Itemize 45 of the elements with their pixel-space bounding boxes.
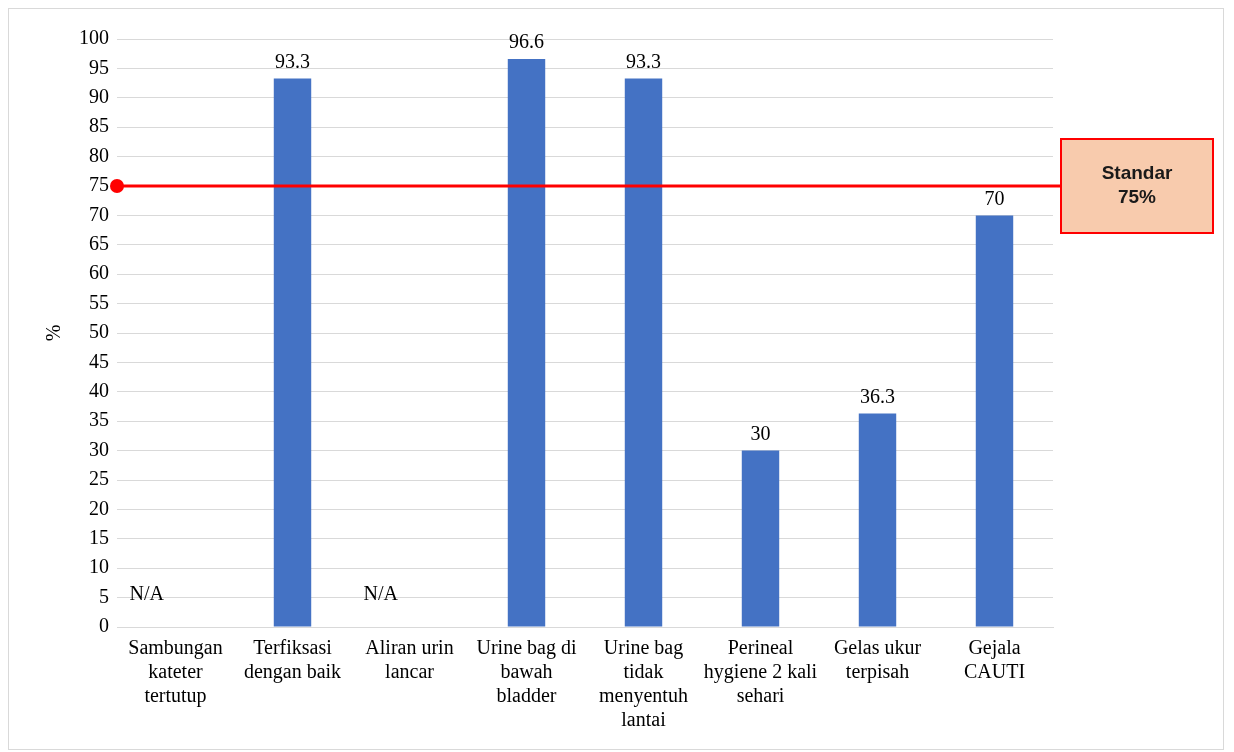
data-label: 30 xyxy=(750,421,771,444)
y-tick-label: 85 xyxy=(89,114,109,137)
bar xyxy=(858,413,897,627)
y-tick-label: 70 xyxy=(89,202,109,225)
y-tick-label: 55 xyxy=(89,290,109,313)
y-tick-label: 25 xyxy=(89,467,109,490)
y-tick-label: 0 xyxy=(99,614,109,637)
x-tick-label: Perineal hygiene 2 kali sehari xyxy=(703,636,818,707)
bar xyxy=(507,58,546,627)
x-tick-label: Urine bag tidak menyentuh lantai xyxy=(599,636,688,731)
y-tick-label: 40 xyxy=(89,379,109,402)
data-label: 70 xyxy=(984,186,1005,209)
y-tick-label: 30 xyxy=(89,437,109,460)
bar xyxy=(624,78,663,627)
data-label: 36.3 xyxy=(860,384,895,407)
y-tick-label: 75 xyxy=(89,173,109,196)
y-tick-label: 45 xyxy=(89,349,109,372)
y-tick-label: 35 xyxy=(89,408,109,431)
y-tick-label: 60 xyxy=(89,261,109,284)
y-tick-label: 15 xyxy=(89,526,109,549)
data-label: 96.6 xyxy=(509,30,544,53)
y-tick-label: 90 xyxy=(89,85,109,108)
y-tick-label: 80 xyxy=(89,143,109,166)
data-label: 93.3 xyxy=(626,49,661,72)
y-tick-label: 5 xyxy=(99,584,109,607)
y-tick-label: 20 xyxy=(89,496,109,519)
y-tick-label: 10 xyxy=(89,555,109,578)
x-tick-label: Aliran urin lancar xyxy=(365,636,454,683)
y-tick-label: 65 xyxy=(89,232,109,255)
y-axis-title: % xyxy=(42,324,65,342)
x-tick-label: Urine bag di bawah bladder xyxy=(476,636,577,707)
y-tick-label: 50 xyxy=(89,320,109,343)
text: N/A xyxy=(129,582,164,605)
x-tick-label: Terfiksasi dengan baik xyxy=(243,636,342,684)
data-label: 93.3 xyxy=(275,49,310,72)
text: N/A xyxy=(363,582,398,605)
x-tick-label: Sambungan kateter tertutup xyxy=(128,636,223,708)
bar xyxy=(273,78,312,627)
y-tick-label: 100 xyxy=(79,26,109,49)
bar xyxy=(975,215,1014,627)
x-tick-label: Gejala CAUTI xyxy=(963,636,1026,683)
bar xyxy=(741,450,780,627)
ref-line-label: Standar 75% xyxy=(1101,162,1173,208)
x-tick-label: Gelas ukur terpisah xyxy=(833,636,922,684)
y-tick-label: 95 xyxy=(89,55,109,78)
